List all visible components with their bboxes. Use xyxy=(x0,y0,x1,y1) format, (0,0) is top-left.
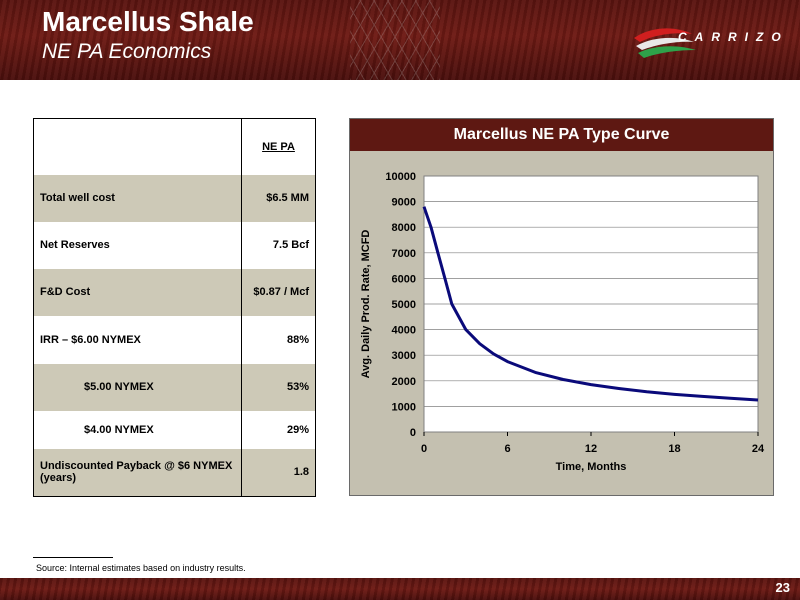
x-tick-label: 12 xyxy=(585,443,597,455)
row-label-payback: Undiscounted Payback @ $6 NYMEX (years) xyxy=(33,448,242,497)
row-label-irr-6: IRR – $6.00 NYMEX xyxy=(33,315,242,364)
y-tick-label: 4000 xyxy=(392,325,416,337)
page-subtitle: NE PA Economics xyxy=(42,40,212,63)
table-row: Net Reserves 7.5 Bcf xyxy=(33,221,316,269)
row-label-fd-cost: F&D Cost xyxy=(33,268,242,316)
y-tick-label: 10000 xyxy=(385,171,416,183)
y-tick-label: 5000 xyxy=(392,299,416,311)
y-tick-label: 0 xyxy=(410,427,416,439)
row-value-irr-4: 29% xyxy=(286,423,309,436)
row-label-irr-5: $5.00 NYMEX xyxy=(33,363,242,411)
table-row: IRR – $6.00 NYMEX 88% xyxy=(33,315,316,364)
y-tick-label: 7000 xyxy=(392,248,416,260)
type-curve-line xyxy=(422,206,759,402)
row-value-payback: 1.8 xyxy=(241,448,316,497)
logo-wordmark: CARRIZO xyxy=(678,30,789,44)
y-tick-label: 3000 xyxy=(392,350,416,362)
table-row: $4.00 NYMEX 29% xyxy=(33,410,316,449)
row-value-irr-5: 53% xyxy=(241,363,316,411)
table-row: F&D Cost $0.87 / Mcf xyxy=(33,268,316,316)
row-label-total-well-cost: Total well cost xyxy=(33,174,242,222)
footer-texture xyxy=(0,578,800,600)
carrizo-logo xyxy=(634,28,696,58)
row-value-net-reserves: 7.5 Bcf xyxy=(272,239,309,251)
table-header-row: NE PA xyxy=(33,118,316,175)
table-header-blank xyxy=(33,118,242,175)
row-value-fd-cost: $0.87 / Mcf xyxy=(241,268,316,316)
table-row: $5.00 NYMEX 53% xyxy=(33,363,316,411)
row-value-irr-6: 88% xyxy=(286,333,309,346)
footer-banner xyxy=(0,578,800,600)
type-curve-chart: 0 1000 2000 3000 4000 5000 6000 7000 8000 9000 100… xyxy=(360,171,765,473)
chart-title-bar xyxy=(350,119,773,151)
y-tick-label: 6000 xyxy=(392,273,416,285)
chart-title: Marcellus NE PA Type Curve xyxy=(453,126,670,143)
y-tick-label: 1000 xyxy=(392,401,416,413)
table-row: Total well cost $6.5 MM xyxy=(33,174,316,222)
page-number: 23 xyxy=(775,580,790,595)
table-header-ne-pa: NE PA xyxy=(262,140,295,153)
x-tick-label: 18 xyxy=(668,443,680,455)
x-tick-label: 6 xyxy=(504,443,510,455)
y-tick-label: 9000 xyxy=(392,197,416,209)
economics-table: NE PA Total well cost $6.5 MM Net Reserv… xyxy=(33,118,316,497)
y-tick-label: 2000 xyxy=(392,376,416,388)
y-tick-label: 8000 xyxy=(392,222,416,234)
row-label-net-reserves: Net Reserves xyxy=(33,221,242,269)
table-row: Undiscounted Payback @ $6 NYMEX (years) … xyxy=(33,448,316,497)
row-value-total-well-cost: $6.5 MM xyxy=(241,174,316,222)
x-tick-label: 24 xyxy=(752,443,765,455)
row-label-irr-4: $4.00 NYMEX xyxy=(33,410,242,449)
table-header-cell: NE PA xyxy=(242,119,316,175)
source-note: Source: Internal estimates based on indu… xyxy=(36,563,246,573)
source-rule xyxy=(33,557,113,558)
x-axis-label: Time, Months xyxy=(556,461,627,473)
page-title: Marcellus Shale xyxy=(42,6,254,37)
drilling-rig-image xyxy=(350,0,440,80)
y-axis-label: Avg. Daily Prod. Rate, MCFD xyxy=(360,230,372,379)
x-tick-label: 0 xyxy=(421,443,427,455)
